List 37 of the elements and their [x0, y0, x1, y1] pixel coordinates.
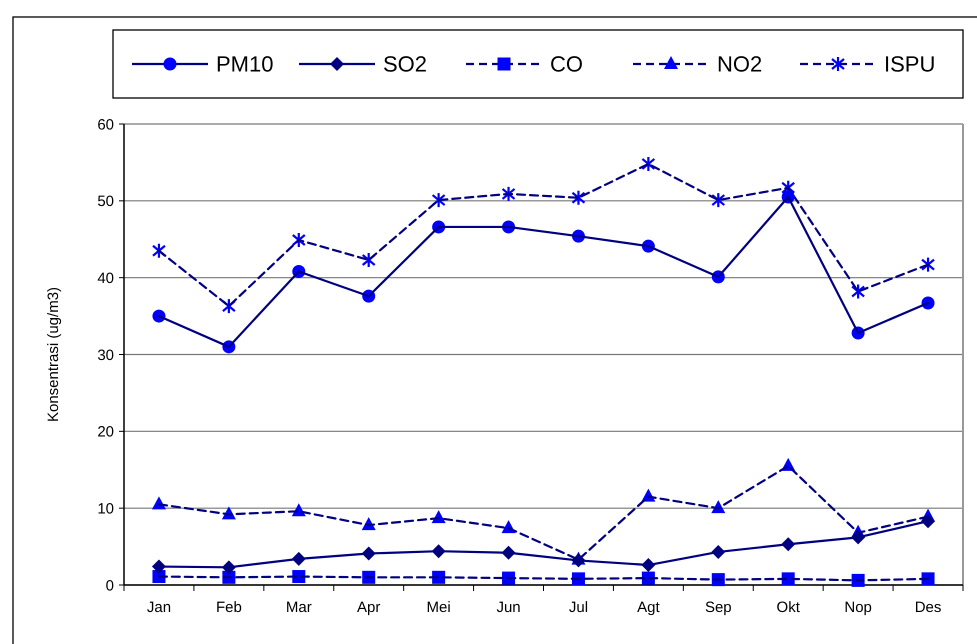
- y-axis-title: Konsentrasi (ug/m3): [45, 286, 62, 422]
- legend-label: CO: [550, 52, 583, 77]
- legend-label: SO2: [383, 52, 428, 77]
- x-tick-label: Jun: [496, 599, 521, 616]
- point: [641, 156, 656, 172]
- legend-label: ISPU: [884, 52, 936, 77]
- point: [851, 283, 866, 300]
- y-tick-label: 60: [97, 116, 114, 134]
- point: [432, 192, 446, 208]
- point: [292, 232, 306, 248]
- x-tick-label: Mei: [426, 599, 451, 616]
- x-tick-label: Mar: [286, 599, 312, 616]
- x-tick-label: Sep: [704, 599, 732, 616]
- x-tick-label: Des: [914, 599, 942, 616]
- y-tick-label: 50: [97, 193, 114, 210]
- y-tick-label: 20: [97, 424, 114, 441]
- point: [571, 190, 586, 206]
- y-tick-label: 0: [106, 577, 114, 594]
- y-tick-label: 10: [97, 500, 114, 518]
- x-tick-label: Apr: [357, 599, 380, 616]
- x-tick-label: Okt: [776, 599, 801, 616]
- x-tick-label: Feb: [216, 599, 242, 616]
- x-tick-label: Agt: [637, 599, 660, 616]
- legend-label: NO2: [717, 52, 762, 77]
- point: [922, 572, 935, 586]
- point: [920, 256, 936, 273]
- x-tick-label: Jan: [146, 599, 172, 616]
- point: [711, 192, 726, 208]
- x-tick-label: Jul: [568, 599, 588, 616]
- point: [152, 242, 166, 259]
- point: [222, 298, 236, 314]
- y-tick-label: 40: [97, 270, 114, 287]
- legend-label: PM10: [216, 52, 274, 77]
- point: [362, 252, 376, 268]
- x-tick-label: Nop: [844, 599, 872, 616]
- point: [501, 186, 516, 202]
- y-tick-label: 30: [97, 346, 114, 364]
